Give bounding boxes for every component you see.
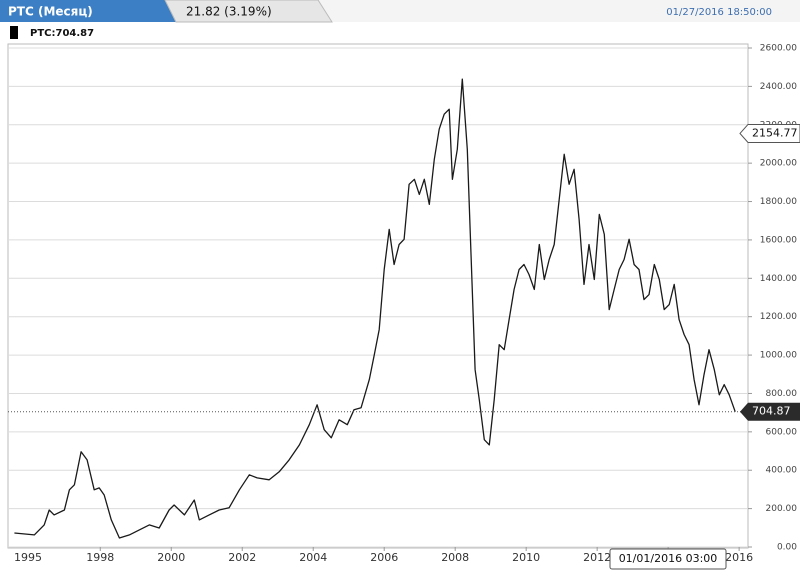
y-tick-label: 1000.00 xyxy=(760,351,797,361)
crosshair-x-label: 01/01/2016 03:00 xyxy=(619,552,718,565)
change-panel xyxy=(164,0,333,23)
y-tick-label: 1400.00 xyxy=(760,274,797,284)
y-tick-label: 400.00 xyxy=(766,466,798,476)
x-tick-label: 1998 xyxy=(86,551,114,564)
symbol-tab[interactable] xyxy=(0,0,176,22)
y-tick-label: 1200.00 xyxy=(760,312,797,322)
legend-swatch xyxy=(10,26,18,39)
price-line xyxy=(14,78,736,539)
crosshair-x-box xyxy=(609,548,727,570)
y-tick-label: 600.00 xyxy=(766,427,798,437)
y-tick-label: 200.00 xyxy=(766,504,798,514)
y-tick-label: 2400.00 xyxy=(760,82,797,92)
symbol-title: РТС (Месяц) xyxy=(8,5,93,19)
x-tick-label: 2008 xyxy=(441,551,469,564)
y-tick-label: 2000.00 xyxy=(760,159,797,169)
y-tick-label: 800.00 xyxy=(766,389,798,399)
y-tick-label: 2600.00 xyxy=(760,44,797,54)
x-tick-label: 2012 xyxy=(583,551,611,564)
legend-entry: РТС:704.87 xyxy=(30,28,94,39)
x-tick-label: 2000 xyxy=(157,551,185,564)
x-tick-label: 1995 xyxy=(14,551,42,564)
last-value-label: 704.87 xyxy=(752,405,791,418)
x-tick-label: 2002 xyxy=(228,551,256,564)
x-tick-label: 2006 xyxy=(370,551,398,564)
timestamp: 01/27/2016 18:50:00 xyxy=(666,7,772,18)
change-text: 21.82 (3.19%) xyxy=(186,5,272,19)
x-tick-label: 2016 xyxy=(725,551,753,564)
crosshair-y-label: 2154.77 xyxy=(752,126,798,139)
y-tick-label: 1800.00 xyxy=(760,197,797,207)
x-tick-label: 2004 xyxy=(299,551,327,564)
plot-area xyxy=(7,43,749,549)
y-tick-label: 0.00 xyxy=(777,543,797,553)
crosshair-y-box xyxy=(739,123,800,143)
y-tick-label: 1600.00 xyxy=(760,235,797,245)
last-value-box xyxy=(740,402,800,421)
x-tick-label: 2010 xyxy=(512,551,540,564)
